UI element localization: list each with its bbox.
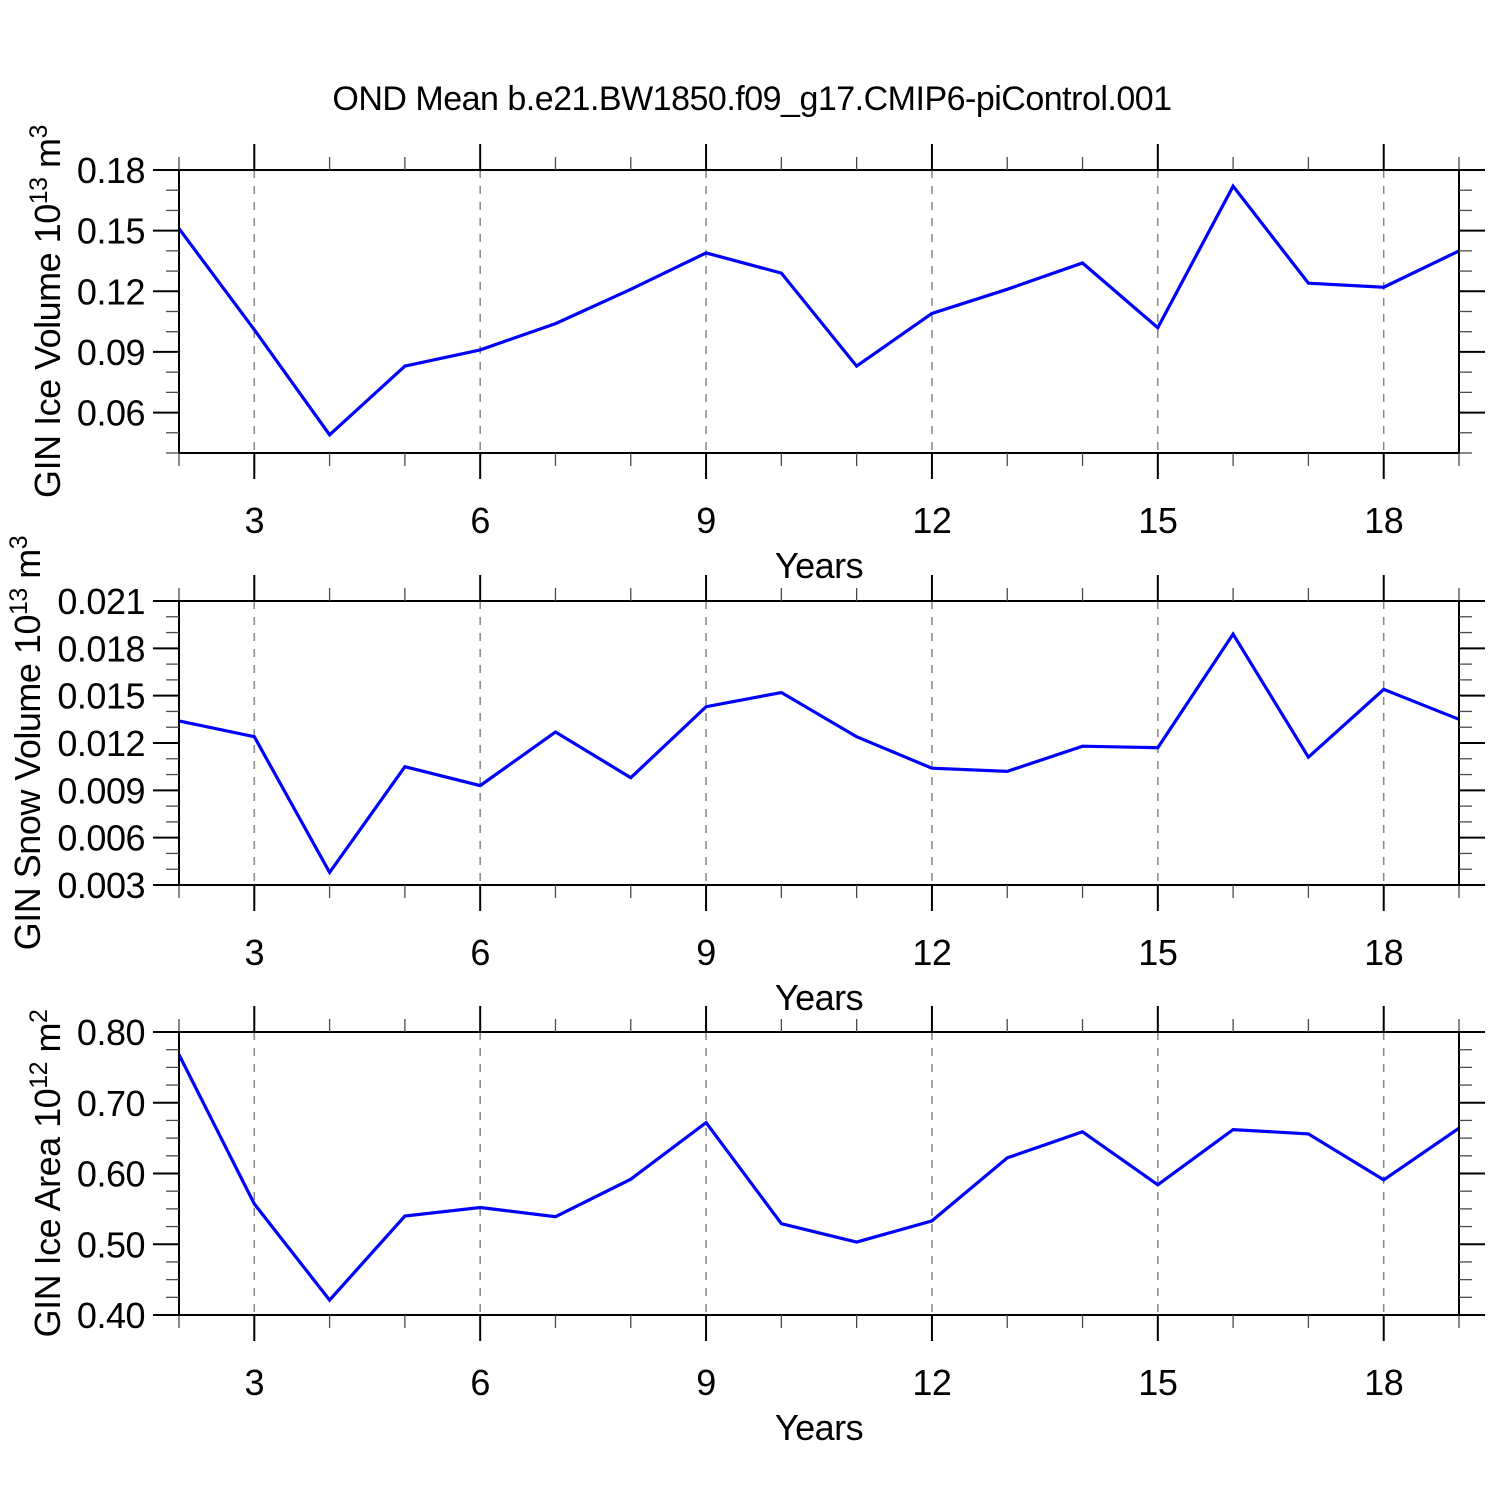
y-tick-label: 0.70 bbox=[77, 1083, 145, 1124]
x-tick-label: 18 bbox=[1364, 932, 1403, 973]
y-axis-title: GIN Ice Volume 1013 m3 bbox=[25, 125, 68, 498]
y-axis-title-superscript: 2 bbox=[25, 1010, 53, 1023]
y-axis-title-text: m bbox=[27, 138, 68, 177]
x-axis-title: Years bbox=[775, 545, 863, 586]
x-tick-label: 6 bbox=[470, 1362, 490, 1403]
y-axis-title-text: m bbox=[27, 1023, 68, 1062]
y-axis-title-superscript: 13 bbox=[5, 588, 33, 615]
chart-gin-ice-area: 0.40 0.50 0.60 0.70 0.80 3 6 9 12 15 18 Years GIN Ic… bbox=[25, 1006, 1485, 1448]
y-axis-title-superscript: 12 bbox=[25, 1062, 53, 1089]
data-line bbox=[178, 631, 1460, 876]
y-tick-label: 0.40 bbox=[77, 1295, 145, 1336]
y-tick-label: 0.003 bbox=[57, 865, 145, 906]
x-tick-label: 15 bbox=[1138, 1362, 1177, 1403]
x-axis-title: Years bbox=[775, 1407, 863, 1448]
x-tick-label: 18 bbox=[1364, 1362, 1403, 1403]
plot-frame bbox=[178, 600, 1460, 886]
x-tick-label: 9 bbox=[696, 932, 716, 973]
y-tick-label: 0.06 bbox=[77, 393, 145, 434]
y-tick-label: 0.012 bbox=[57, 723, 145, 764]
y-axis-title-text: GIN Ice Area 10 bbox=[27, 1089, 68, 1338]
y-tick-label: 0.006 bbox=[57, 818, 145, 859]
y-axis-title-text: GIN Snow Volume 10 bbox=[7, 615, 48, 950]
plot-frame bbox=[178, 1031, 1460, 1316]
y-axis-title-text: GIN Ice Volume 10 bbox=[27, 204, 68, 498]
x-tick-label: 6 bbox=[470, 500, 490, 541]
data-line bbox=[177, 1053, 1460, 1303]
y-tick-label: 0.09 bbox=[77, 332, 145, 373]
x-tick-label: 9 bbox=[696, 500, 716, 541]
x-tick-label: 15 bbox=[1138, 500, 1177, 541]
chart-gin-snow-volume: 0.003 0.006 0.009 0.012 0.015 0.018 0.021 3 6 9 12… bbox=[5, 536, 1485, 1018]
x-tick-label: 12 bbox=[912, 1362, 951, 1403]
y-tick-label: 0.15 bbox=[77, 211, 145, 252]
y-tick-label: 0.009 bbox=[57, 770, 145, 811]
x-tick-label: 9 bbox=[696, 1362, 716, 1403]
x-tick-label: 15 bbox=[1138, 932, 1177, 973]
y-tick-label: 0.60 bbox=[77, 1154, 145, 1195]
x-tick-label: 3 bbox=[245, 1362, 265, 1403]
y-tick-label: 0.50 bbox=[77, 1224, 145, 1265]
y-tick-label: 0.18 bbox=[77, 150, 145, 191]
y-tick-label: 0.015 bbox=[57, 676, 145, 717]
y-tick-label: 0.80 bbox=[77, 1012, 145, 1053]
y-axis-title-text: m bbox=[7, 549, 48, 588]
y-tick-label: 0.12 bbox=[77, 271, 145, 312]
figure-title: OND Mean b.e21.BW1850.f09_g17.CMIP6-piCo… bbox=[332, 80, 1171, 118]
x-tick-label: 3 bbox=[245, 500, 265, 541]
x-tick-label: 3 bbox=[245, 932, 265, 973]
y-tick-label: 0.018 bbox=[57, 628, 145, 669]
y-axis-title: GIN Snow Volume 1013 m3 bbox=[5, 536, 48, 950]
y-tick-label: 0.021 bbox=[57, 581, 145, 622]
x-tick-label: 18 bbox=[1364, 500, 1403, 541]
y-axis-title: GIN Ice Area 1012 m2 bbox=[25, 1010, 68, 1338]
y-axis-title-superscript: 3 bbox=[5, 536, 33, 549]
plot-frame bbox=[178, 169, 1460, 454]
x-tick-label: 6 bbox=[470, 932, 490, 973]
x-tick-label: 12 bbox=[912, 932, 951, 973]
data-line bbox=[177, 183, 1460, 438]
x-axis-title: Years bbox=[775, 977, 863, 1018]
y-axis-title-superscript: 3 bbox=[25, 125, 53, 138]
x-tick-label: 12 bbox=[912, 500, 951, 541]
chart-gin-ice-volume: 0.06 0.09 0.12 0.15 0.18 3 6 9 12 15 18 Years GIN Ic… bbox=[25, 125, 1485, 586]
y-axis-title-superscript: 13 bbox=[25, 177, 53, 204]
